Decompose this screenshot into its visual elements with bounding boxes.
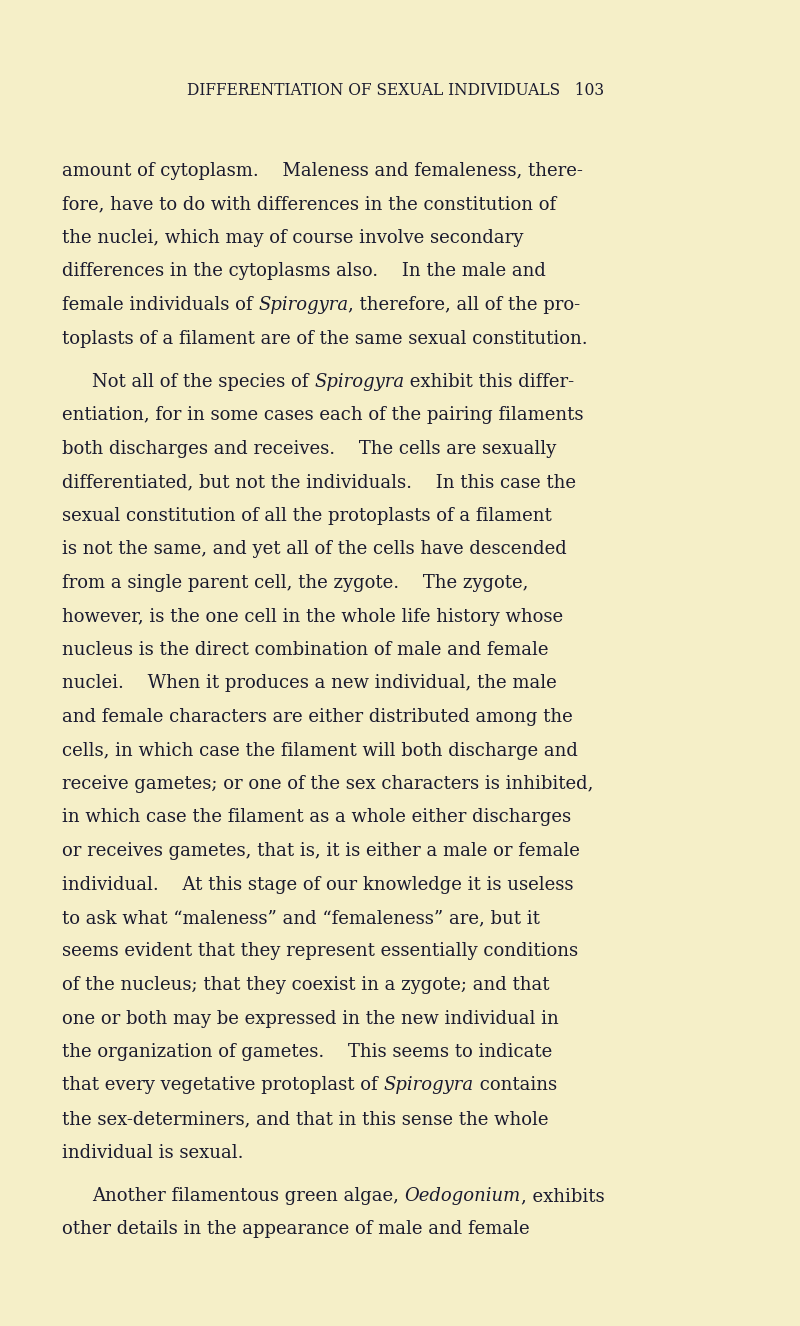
Text: Spirogyra: Spirogyra — [258, 296, 348, 314]
Text: , therefore, all of the pro-: , therefore, all of the pro- — [348, 296, 581, 314]
Text: differentiated, but not the individuals.  In this case the: differentiated, but not the individuals.… — [62, 473, 576, 492]
Text: amount of cytoplasm.  Maleness and femaleness, there-: amount of cytoplasm. Maleness and female… — [62, 162, 583, 180]
Text: Not all of the species of: Not all of the species of — [92, 373, 314, 391]
Text: nucleus is the direct combination of male and female: nucleus is the direct combination of mal… — [62, 640, 549, 659]
Text: other details in the appearance of male and female: other details in the appearance of male … — [62, 1220, 530, 1238]
Text: individual is sexual.: individual is sexual. — [62, 1143, 243, 1162]
Text: or receives gametes, that is, it is either a male or female: or receives gametes, that is, it is eith… — [62, 842, 580, 861]
Text: differences in the cytoplasms also.  In the male and: differences in the cytoplasms also. In t… — [62, 263, 546, 281]
Text: in which case the filament as a whole either discharges: in which case the filament as a whole ei… — [62, 809, 571, 826]
Text: toplasts of a filament are of the same sexual constitution.: toplasts of a filament are of the same s… — [62, 329, 588, 347]
Text: , exhibits: , exhibits — [521, 1187, 605, 1205]
Text: Spirogyra: Spirogyra — [314, 373, 404, 391]
Text: cells, in which case the filament will both discharge and: cells, in which case the filament will b… — [62, 741, 578, 760]
Text: one or both may be expressed in the new individual in: one or both may be expressed in the new … — [62, 1009, 558, 1028]
Text: and female characters are either distributed among the: and female characters are either distrib… — [62, 708, 573, 727]
Text: individual.  At this stage of our knowledge it is useless: individual. At this stage of our knowled… — [62, 875, 574, 894]
Text: is not the same, and yet all of the cells have descended: is not the same, and yet all of the cell… — [62, 541, 566, 558]
Text: sexual constitution of all the protoplasts of a filament: sexual constitution of all the protoplas… — [62, 507, 552, 525]
Text: Spirogyra: Spirogyra — [383, 1077, 474, 1094]
Text: from a single parent cell, the zygote.  The zygote,: from a single parent cell, the zygote. T… — [62, 574, 528, 591]
Text: nuclei.  When it produces a new individual, the male: nuclei. When it produces a new individua… — [62, 675, 557, 692]
Text: female individuals of: female individuals of — [62, 296, 258, 314]
Text: of the nucleus; that they coexist in a zygote; and that: of the nucleus; that they coexist in a z… — [62, 976, 550, 994]
Text: DIFFERENTIATION OF SEXUAL INDIVIDUALS   103: DIFFERENTIATION OF SEXUAL INDIVIDUALS 10… — [187, 82, 605, 99]
Text: the sex-determiners, and that in this sense the whole: the sex-determiners, and that in this se… — [62, 1110, 549, 1128]
Text: however, is the one cell in the whole life history whose: however, is the one cell in the whole li… — [62, 607, 563, 626]
Text: both discharges and receives.  The cells are sexually: both discharges and receives. The cells … — [62, 440, 556, 457]
Text: the organization of gametes.  This seems to indicate: the organization of gametes. This seems … — [62, 1044, 552, 1061]
Text: exhibit this differ-: exhibit this differ- — [404, 373, 574, 391]
Text: receive gametes; or one of the sex characters is inhibited,: receive gametes; or one of the sex chara… — [62, 774, 594, 793]
Text: seems evident that they represent essentially conditions: seems evident that they represent essent… — [62, 943, 578, 960]
Text: to ask what “maleness” and “femaleness” are, but it: to ask what “maleness” and “femaleness” … — [62, 910, 540, 927]
Text: fore, have to do with differences in the constitution of: fore, have to do with differences in the… — [62, 195, 556, 213]
Text: contains: contains — [474, 1077, 557, 1094]
Text: that every vegetative protoplast of: that every vegetative protoplast of — [62, 1077, 383, 1094]
Text: the nuclei, which may of course involve secondary: the nuclei, which may of course involve … — [62, 229, 523, 247]
Text: Another filamentous green algae,: Another filamentous green algae, — [92, 1187, 405, 1205]
Text: Oedogonium: Oedogonium — [405, 1187, 521, 1205]
Text: entiation, for in some cases each of the pairing filaments: entiation, for in some cases each of the… — [62, 407, 583, 424]
